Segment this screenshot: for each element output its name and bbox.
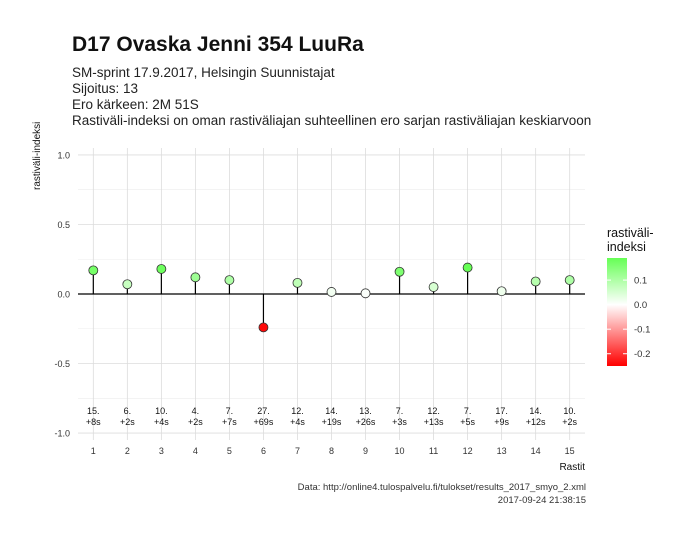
x-tick-label: 3 [159, 446, 164, 456]
time-diff-label: +8s [86, 417, 101, 427]
timestamp-caption: 2017-09-24 21:38:15 [497, 495, 586, 506]
subtitle-placement: Sijoitus: 13 [72, 81, 139, 96]
time-diff-label: +9s [494, 417, 509, 427]
x-tick-label: 4 [193, 446, 198, 456]
x-tick-label: 5 [227, 446, 232, 456]
time-diff-label: +2s [188, 417, 203, 427]
data-point [428, 282, 439, 292]
data-point [258, 322, 269, 333]
legend-title: rastiväli- indeksi [607, 226, 654, 254]
data-point [190, 272, 201, 283]
legend-colorbar [607, 258, 627, 366]
y-axis-ticks: -1.0 -0.5 0.0 0.5 1.0 [54, 150, 70, 438]
data-point [564, 275, 575, 285]
rank-label: 15. [87, 406, 100, 416]
subtitle-description: Rastiväli-indeksi on oman rastiväliajan … [72, 113, 592, 128]
x-tick-label: 2 [125, 446, 130, 456]
time-diff-label: +26s [356, 417, 376, 427]
x-tick-label: 12 [463, 446, 473, 456]
data-point [530, 276, 541, 287]
rank-label: 4. [192, 406, 200, 416]
y-tick-label: 0.5 [57, 220, 70, 230]
time-diff-label: +12s [526, 417, 546, 427]
y-tick-label: 1.0 [57, 150, 70, 160]
data-point [156, 264, 167, 274]
data-point [462, 262, 473, 273]
x-tick-label: 6 [261, 446, 266, 456]
rank-label: 12. [427, 406, 440, 416]
x-tick-label: 8 [329, 446, 334, 456]
rank-label: 14. [529, 406, 542, 416]
point-labels: 15.+8s6.+2s10.+4s4.+2s7.+7s27.+69s12.+4s… [86, 406, 578, 427]
y-tick-label: -1.0 [54, 429, 70, 439]
x-tick-label: 13 [497, 446, 507, 456]
time-diff-label: +4s [154, 417, 169, 427]
time-diff-label: +4s [290, 417, 305, 427]
rank-label: 12. [291, 406, 304, 416]
y-tick-label: 0.0 [57, 290, 70, 300]
points [88, 262, 575, 333]
legend-tick-label: 0.1 [634, 276, 647, 287]
time-diff-label: +19s [322, 417, 342, 427]
rank-label: 14. [325, 406, 338, 416]
subtitle-race: SM-sprint 17.9.2017, Helsingin Suunnista… [72, 65, 335, 80]
x-tick-label: 10 [395, 446, 405, 456]
x-tick-label: 15 [565, 446, 575, 456]
time-diff-label: +5s [460, 417, 475, 427]
subtitle-gap: Ero kärkeen: 2M 51S [72, 97, 199, 112]
x-tick-label: 1 [91, 446, 96, 456]
rank-label: 7. [396, 406, 404, 416]
x-tick-label: 9 [363, 446, 368, 456]
data-point [394, 266, 405, 277]
data-source-caption: Data: http://online4.tulospalvelu.fi/tul… [297, 482, 586, 493]
y-tick-label: -0.5 [54, 359, 70, 369]
x-axis-label: Rastit [559, 462, 585, 473]
chart-title: D17 Ovaska Jenni 354 LuuRa [72, 33, 364, 56]
legend-tick-label: -0.2 [634, 349, 650, 360]
rank-label: 17. [495, 406, 508, 416]
time-diff-label: +2s [562, 417, 577, 427]
color-legend: 0.1 0.0 -0.1 -0.2 [607, 258, 650, 366]
data-point [496, 286, 507, 297]
data-point [224, 275, 235, 285]
data-point [122, 279, 133, 290]
data-point [360, 288, 371, 299]
rank-label: 6. [124, 406, 132, 416]
data-point [88, 265, 99, 276]
rank-label: 10. [155, 406, 168, 416]
x-tick-label: 14 [531, 446, 541, 456]
time-diff-label: +69s [254, 417, 274, 427]
rank-label: 27. [257, 406, 270, 416]
rank-label: 10. [563, 406, 576, 416]
time-diff-label: +3s [392, 417, 407, 427]
data-point [326, 287, 337, 297]
x-tick-label: 7 [295, 446, 300, 456]
time-diff-label: +2s [120, 417, 135, 427]
x-tick-label: 11 [429, 446, 438, 456]
time-diff-label: +7s [222, 417, 237, 427]
rank-label: 13. [359, 406, 372, 416]
rank-label: 7. [464, 406, 472, 416]
legend-tick-label: 0.0 [634, 300, 647, 311]
x-axis-ticks: 1 2 3 4 5 6 7 8 9 10 11 12 13 14 15 [91, 446, 575, 456]
data-point [292, 277, 303, 288]
legend-tick-label: -0.1 [634, 325, 650, 336]
time-diff-label: +13s [424, 417, 444, 427]
rank-label: 7. [226, 406, 234, 416]
